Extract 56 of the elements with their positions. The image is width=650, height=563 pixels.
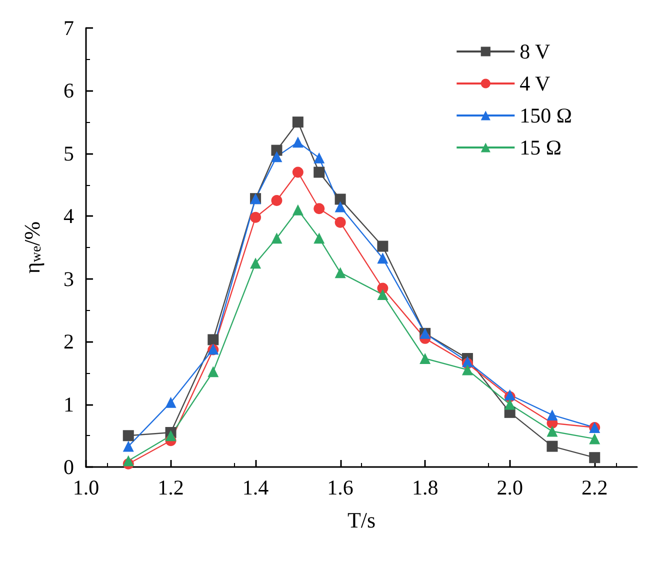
- point: [292, 136, 304, 148]
- point: [546, 440, 558, 452]
- point: [589, 433, 600, 444]
- y-tick-label: 3: [64, 266, 74, 291]
- point: [292, 116, 304, 128]
- point: [334, 216, 346, 228]
- point: [122, 440, 134, 452]
- point: [271, 151, 282, 162]
- point: [208, 334, 219, 346]
- legend-label: 4 V: [520, 72, 550, 96]
- point: [250, 212, 262, 223]
- point: [122, 430, 134, 442]
- point: [420, 353, 431, 364]
- y-tick-label: 4: [64, 204, 74, 228]
- point: [504, 398, 516, 410]
- x-tick-label: 1.0: [72, 476, 100, 500]
- point: [377, 289, 388, 300]
- x-tick-label: 1.2: [158, 476, 184, 500]
- x-tick-label: 1.4: [242, 476, 270, 500]
- point: [122, 455, 134, 466]
- point: [271, 232, 282, 244]
- point: [546, 409, 558, 420]
- point: [377, 252, 388, 264]
- legend-label: 150 Ω: [520, 104, 572, 128]
- legend-label: 8 V: [520, 40, 550, 64]
- point: [292, 204, 304, 216]
- point: [377, 240, 388, 252]
- x-axis-title: T/s: [347, 508, 376, 532]
- point: [334, 267, 346, 278]
- point: [314, 232, 325, 244]
- point: [250, 258, 262, 269]
- legend-label: 15 Ω: [520, 136, 562, 160]
- point: [292, 166, 304, 178]
- x-tick-label: 2.0: [496, 476, 523, 500]
- point: [314, 152, 325, 164]
- point: [462, 364, 473, 376]
- y-tick-label: 0: [64, 455, 74, 479]
- point: [314, 166, 325, 178]
- y-tick-label: 1: [64, 392, 74, 416]
- point: [208, 366, 219, 378]
- x-tick-label: 1.6: [327, 476, 354, 500]
- point: [334, 201, 346, 212]
- point: [271, 194, 282, 206]
- y-tick-label: 2: [64, 330, 74, 354]
- x-tick-label: 1.8: [412, 476, 438, 500]
- point: [165, 430, 176, 442]
- y-tick-label: 7: [64, 16, 74, 40]
- x-tick-label: 2.2: [581, 476, 608, 500]
- point: [589, 452, 600, 464]
- point: [314, 203, 325, 214]
- point: [165, 396, 176, 408]
- y-axis-title: ηwe/%: [20, 221, 44, 274]
- y-tick-label: 6: [64, 78, 74, 103]
- point: [334, 194, 346, 205]
- point: [546, 426, 558, 437]
- y-tick-label: 5: [64, 141, 74, 166]
